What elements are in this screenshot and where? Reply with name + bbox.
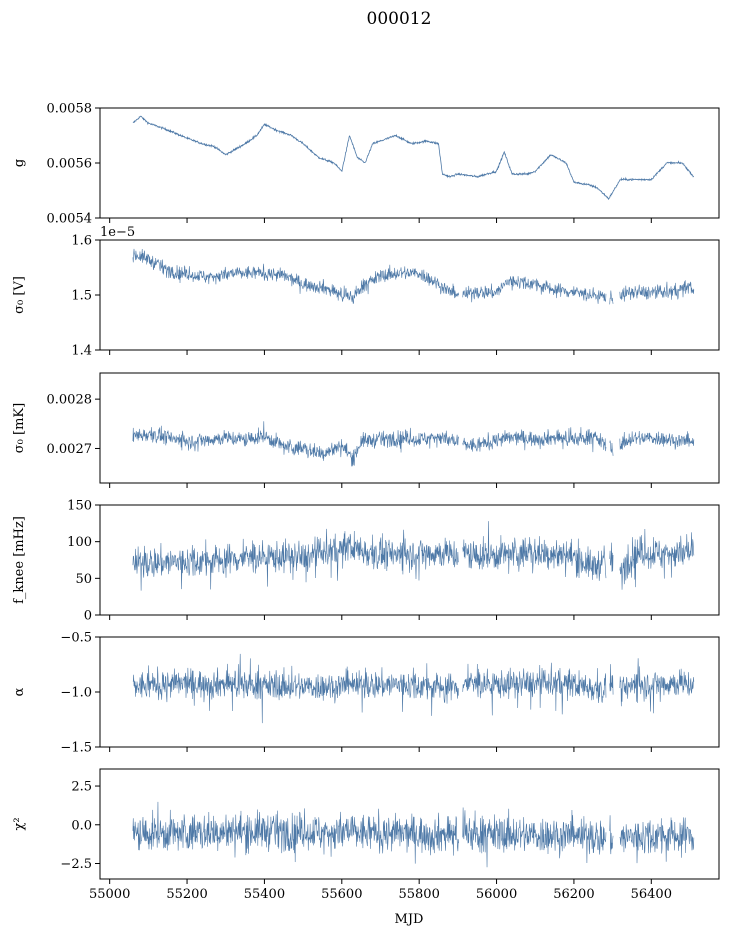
y-tick-label: 2.5 [71,780,92,795]
y-tick-label: −1.0 [60,686,92,701]
g-panel: 0.0054 0.0056 0.0058 g [12,102,720,227]
y-tick-label: −2.5 [60,857,92,872]
series-line [132,801,695,868]
series-line [132,248,695,305]
y-tick-label: 150 [67,499,92,514]
y-tick-label: 0.0027 [47,442,93,457]
y-tick-label: 50 [75,572,92,587]
series-line [132,115,695,201]
y-tick-label: 0.0058 [47,102,93,117]
plot-frame [99,107,720,219]
y-axis-title: σ₀ [mK] [12,403,27,453]
plot-frame [99,372,720,484]
y-axis-title: α [12,687,27,696]
y-tick-label: 0.0 [71,818,92,833]
chi2-panel: −2.5 0.0 2.5 55000 55200 55400 55600 55800 56000… [12,768,720,902]
x-tick-label: 55600 [321,887,362,902]
x-tick-label: 55200 [166,887,207,902]
y-tick-label: 1.5 [71,289,92,304]
figure-title: 000012 [367,9,432,29]
alpha-panel: −1.5 −1.0 −0.5 α [12,631,720,756]
y-tick-label: 100 [67,535,92,550]
y-axis-title: σ₀ [V] [12,276,27,314]
y-tick-label: 0.0028 [47,393,93,408]
series-line [132,653,695,724]
y-tick-label: 1.6 [71,234,92,249]
sigma0-mk-panel: 0.0027 0.0028 σ₀ [mK] [12,372,720,488]
x-tick-label: 56400 [631,887,672,902]
series-line [132,521,695,591]
series-line [132,421,695,467]
plot-frame [99,768,720,880]
x-axis-title: MJD [395,912,424,927]
y-tick-label: −0.5 [60,631,92,646]
sigma0-volts-panel: 1.4 1.5 1.6 σ₀ [V] 1e−5 [12,225,720,359]
x-tick-label: 55000 [89,887,130,902]
y-axis-title: χ² [12,817,27,830]
x-tick-label: 56000 [476,887,517,902]
fknee-panel: 0 50 100 150 f_knee [mHz] [12,499,720,624]
y-tick-label: 1.4 [71,344,92,359]
plot-frame [99,504,720,616]
x-tick-label: 55400 [244,887,285,902]
y-axis-title: f_knee [mHz] [12,516,27,604]
y-tick-label: 0.0054 [47,212,93,227]
y-tick-label: 0.0056 [47,157,93,172]
y-axis-title: g [12,159,27,167]
y-tick-label: −1.5 [60,741,92,756]
x-tick-label: 55800 [398,887,439,902]
offset-text: 1e−5 [100,225,135,240]
y-tick-label: 0 [84,609,92,624]
x-tick-label: 56200 [553,887,594,902]
